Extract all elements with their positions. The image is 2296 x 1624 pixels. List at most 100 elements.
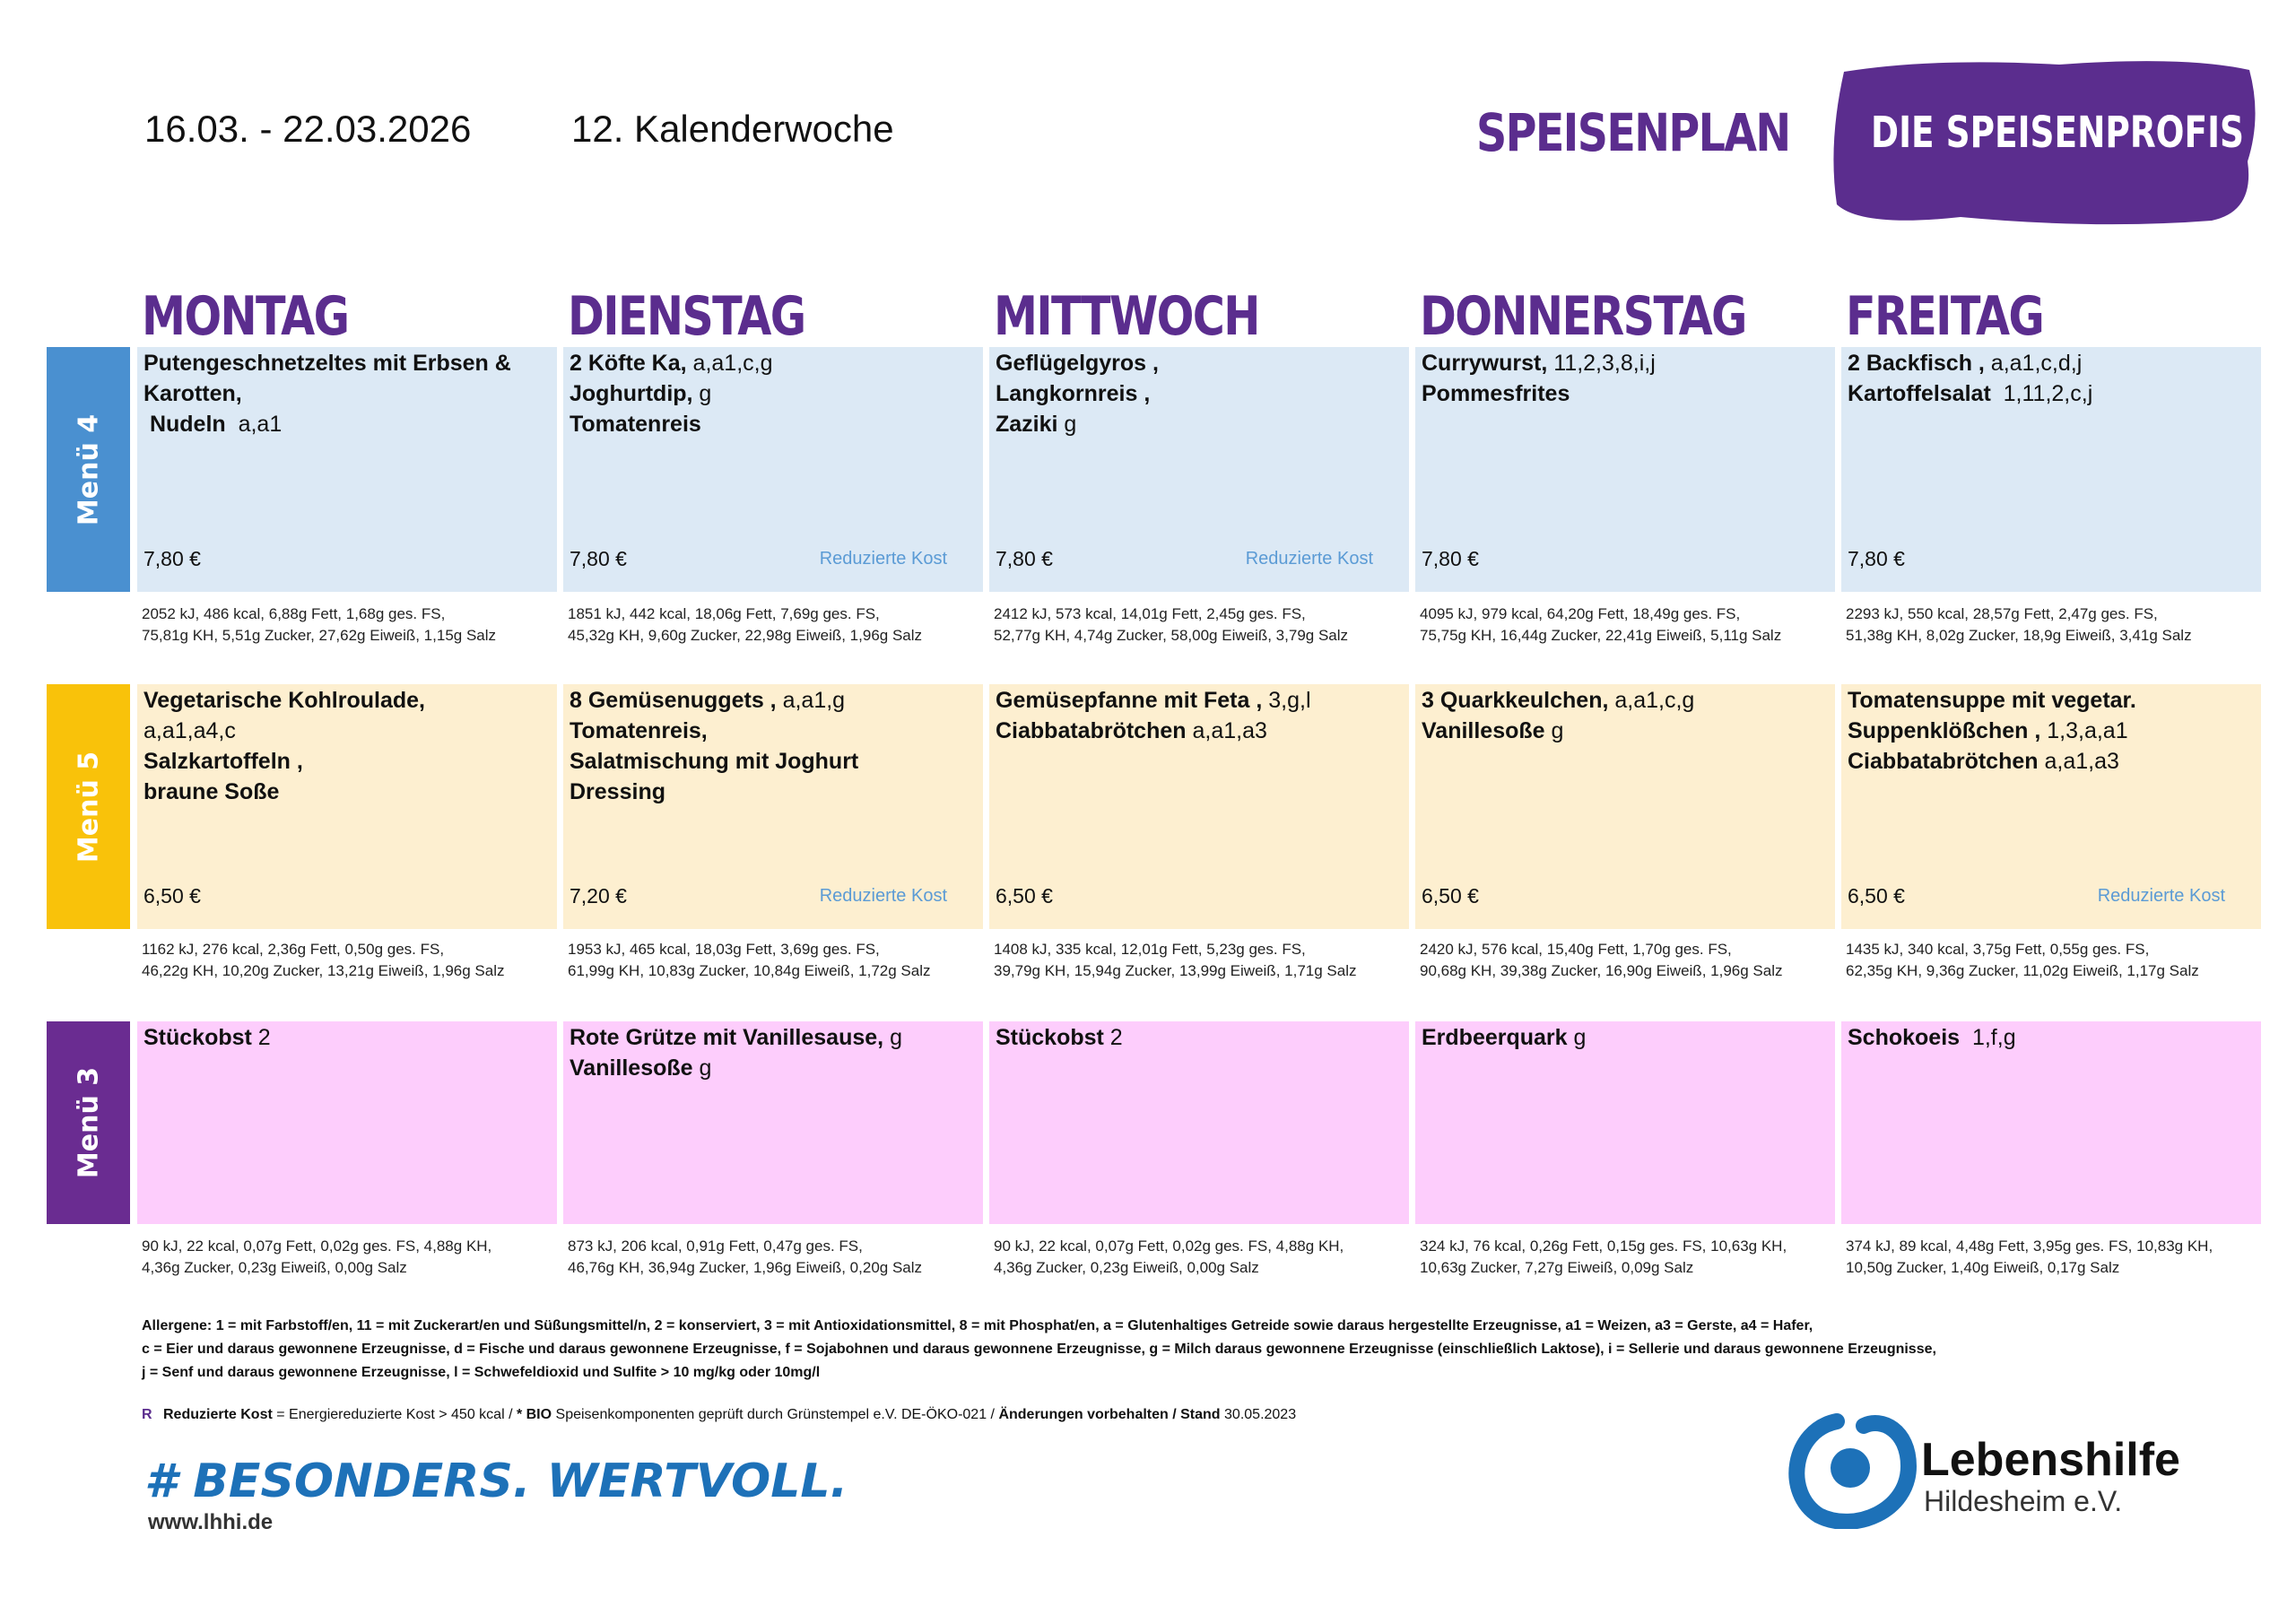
- dish-name: Currywurst,: [1422, 351, 1548, 376]
- dish-line: Gemüsepfanne mit Feta , 3,g,l: [996, 685, 1311, 716]
- nutrition: 90 kJ, 22 kcal, 0,07g Fett, 0,02g ges. F…: [142, 1238, 492, 1255]
- brand-blob: [1833, 61, 2256, 225]
- dish-name: 8 Gemüsenuggets ,: [570, 688, 777, 713]
- website: www.lhhi.de: [148, 1510, 274, 1534]
- dish-name: Salzkartoffeln ,: [144, 749, 303, 774]
- menu-tab: Menü 3: [47, 1021, 130, 1224]
- price: 7,80 €: [1848, 547, 1905, 570]
- nutrition: 1162 kJ, 276 kcal, 2,36g Fett, 0,50g ges…: [142, 941, 445, 958]
- note-marker: R: [142, 1407, 152, 1422]
- nutrition: 2420 kJ, 576 kcal, 15,40g Fett, 1,70g ge…: [1420, 941, 1732, 958]
- day-heading: FREITAG: [1846, 285, 2045, 348]
- allergen-codes: 1,3,a,a1: [2040, 718, 2128, 743]
- nutrition: 90,68g KH, 39,38g Zucker, 16,90g Eiweiß,…: [1420, 962, 1783, 979]
- note-bold: Änderungen vorbehalten / Stand: [998, 1407, 1221, 1422]
- allergen-codes: a,a1,c,g: [686, 351, 773, 376]
- nutrition: 873 kJ, 206 kcal, 0,91g Fett, 0,47g ges.…: [568, 1238, 863, 1255]
- dish-line: Karotten,: [144, 378, 242, 409]
- allergen-codes: 2: [1103, 1025, 1123, 1050]
- day-heading: MONTAG: [142, 285, 350, 348]
- dish-name: Tomatenreis,: [570, 718, 708, 743]
- menu-tab: Menü 5: [47, 684, 130, 929]
- nutrition: 52,77g KH, 4,74g Zucker, 58,00g Eiweiß, …: [994, 627, 1349, 644]
- dish-name: Tomatenreis: [570, 412, 701, 437]
- allergen-codes: 3,g,l: [1262, 688, 1311, 713]
- dish-line: 2 Backfisch , a,a1,c,d,j: [1848, 348, 2082, 378]
- hashtag: # BESONDERS. WERTVOLL.: [144, 1455, 848, 1508]
- day-heading: MITTWOCH: [994, 285, 1260, 348]
- dish-line: Langkornreis ,: [996, 378, 1150, 409]
- day-heading: DIENSTAG: [568, 285, 806, 348]
- dish-cell: 2 Backfisch , a,a1,c,d,j Kartoffelsalat 1…: [1841, 347, 2261, 592]
- menu-label: Menü 4: [73, 413, 104, 525]
- dish-name: Schokoeis: [1848, 1025, 1961, 1050]
- allergen-codes: a,a1,c,g: [1608, 688, 1695, 713]
- diet-tag: Reduzierte Kost: [1245, 549, 1373, 569]
- dish-cell: Geflügelgyros , Langkornreis , Zaziki g 7,8…: [989, 347, 1409, 592]
- allergen-codes: 1,f,g: [1960, 1025, 2016, 1050]
- dish-name: Kartoffelsalat: [1848, 381, 1991, 406]
- nutrition: 62,35g KH, 9,36g Zucker, 11,02g Eiweiß, …: [1846, 962, 2199, 979]
- price: 7,80 €: [570, 547, 627, 570]
- nutrition: 1851 kJ, 442 kcal, 18,06g Fett, 7,69g ge…: [568, 605, 880, 622]
- dish-cell: Gemüsepfanne mit Feta , 3,g,l Ciabbatabrö…: [989, 684, 1409, 929]
- note-text: Speisenkomponenten geprüft durch Grünste…: [552, 1407, 999, 1422]
- dish-line: Currywurst, 11,2,3,8,i,j: [1422, 348, 1656, 378]
- nutrition: 1953 kJ, 465 kcal, 18,03g Fett, 3,69g ge…: [568, 941, 880, 958]
- allergen-codes: a,a1,g: [776, 688, 846, 713]
- dish-line: Vegetarische Kohlroulade,: [144, 685, 425, 716]
- dish-line: Vanillesoße g: [570, 1053, 711, 1083]
- dish-cell: 3 Quarkkeulchen, a,a1,c,g Vanillesoße g 6,…: [1415, 684, 1835, 929]
- dish-line: Pommesfrites: [1422, 378, 1570, 409]
- dish-cell: Vegetarische Kohlroulade, a,a1,a4,c Salzka…: [137, 684, 557, 929]
- dish-name: Ciabbatabrötchen: [996, 718, 1187, 743]
- dish-line: Nudeln a,a1: [144, 409, 282, 439]
- allergen-legend: j = Senf und daraus gewonnene Erzeugniss…: [142, 1365, 821, 1380]
- dish-line: Joghurtdip, g: [570, 378, 711, 409]
- nutrition: 2052 kJ, 486 kcal, 6,88g Fett, 1,68g ges…: [142, 605, 446, 622]
- nutrition: 45,32g KH, 9,60g Zucker, 22,98g Eiweiß, …: [568, 627, 923, 644]
- dish-line: Geflügelgyros ,: [996, 348, 1159, 378]
- dish-line: Suppenklößchen , 1,3,a,a1: [1848, 716, 2128, 746]
- dish-cell: Schokoeis 1,f,g: [1841, 1021, 2261, 1224]
- nutrition: 4,36g Zucker, 0,23g Eiweiß, 0,00g Salz: [994, 1259, 1259, 1276]
- dish-name: Stückobst: [144, 1025, 252, 1050]
- dish-line: Stückobst 2: [996, 1022, 1123, 1053]
- dish-line: Ciabbatabrötchen a,a1,a3: [996, 716, 1267, 746]
- allergen-codes: g: [1057, 412, 1077, 437]
- dish-line: Ciabbatabrötchen a,a1,a3: [1848, 746, 2119, 777]
- allergen-codes: a,a1: [225, 412, 283, 437]
- brand: DIE SPEISENPROFIS: [1871, 108, 2244, 158]
- nutrition: 90 kJ, 22 kcal, 0,07g Fett, 0,02g ges. F…: [994, 1238, 1344, 1255]
- dish-line: Salatmischung mit Joghurt: [570, 746, 858, 777]
- diet-tag: Reduzierte Kost: [819, 886, 947, 906]
- allergen-legend: Allergene: 1 = mit Farbstoff/en, 11 = mi…: [142, 1318, 1813, 1333]
- price: 7,80 €: [996, 547, 1053, 570]
- price: 6,50 €: [1422, 884, 1479, 908]
- dish-line: a,a1,a4,c: [144, 716, 236, 746]
- note-text: = Energiereduzierte Kost > 450 kcal /: [272, 1407, 517, 1422]
- dish-name: Geflügelgyros ,: [996, 351, 1159, 376]
- allergen-codes: 11,2,3,8,i,j: [1547, 351, 1656, 376]
- nutrition: 61,99g KH, 10,83g Zucker, 10,84g Eiweiß,…: [568, 962, 931, 979]
- dish-cell: Tomatensuppe mit vegetar. Suppenklößchen …: [1841, 684, 2261, 929]
- nutrition: 324 kJ, 76 kcal, 0,26g Fett, 0,15g ges. …: [1420, 1238, 1787, 1255]
- dish-cell: 8 Gemüsenuggets , a,a1,g Tomatenreis, Sala…: [563, 684, 983, 929]
- menu-label: Menü 5: [73, 751, 104, 863]
- week: 12. Kalenderwoche: [571, 108, 894, 150]
- dish-name: Suppenklößchen ,: [1848, 718, 2041, 743]
- allergen-codes: 2: [251, 1025, 271, 1050]
- dish-line: braune Soße: [144, 777, 279, 807]
- allergen-codes: 1,11,2,c,j: [1990, 381, 2093, 406]
- dish-name: Karotten,: [144, 381, 242, 406]
- allergen-codes: a,a1,a4,c: [144, 718, 236, 743]
- nutrition: 46,76g KH, 36,94g Zucker, 1,96g Eiweiß, …: [568, 1259, 923, 1276]
- dish-name: Putengeschnetzeltes mit Erbsen &: [144, 351, 511, 376]
- dish-line: Tomatensuppe mit vegetar.: [1848, 685, 2136, 716]
- logo-icon: [1788, 1413, 1918, 1529]
- dish-name: Rote Grütze mit Vanillesause,: [570, 1025, 884, 1050]
- nutrition: 10,63g Zucker, 7,27g Eiweiß, 0,09g Salz: [1420, 1259, 1694, 1276]
- date-range: 16.03. - 22.03.2026: [144, 108, 472, 150]
- nutrition: 1435 kJ, 340 kcal, 3,75g Fett, 0,55g ges…: [1846, 941, 2150, 958]
- dish-line: Schokoeis 1,f,g: [1848, 1022, 2016, 1053]
